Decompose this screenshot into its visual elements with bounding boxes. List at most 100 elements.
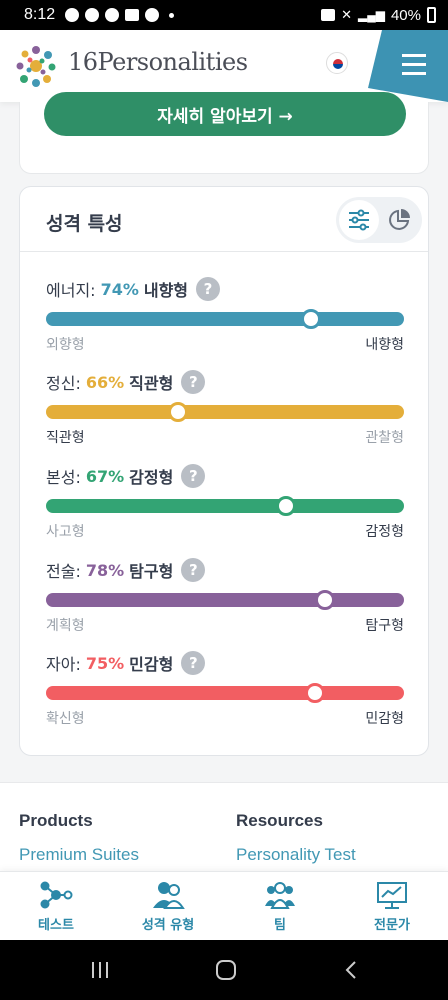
brand-name[interactable]: 16Personalities bbox=[68, 48, 248, 76]
account-icon bbox=[65, 8, 80, 22]
people-icon bbox=[153, 882, 185, 909]
nav-label-team: 팀 bbox=[274, 918, 286, 933]
logo-icon[interactable] bbox=[12, 42, 60, 90]
help-icon[interactable]: ? bbox=[196, 277, 221, 301]
trait-left-label: 확신형 bbox=[46, 711, 85, 727]
nav-pro[interactable]: 전문가 bbox=[336, 880, 448, 940]
learn-more-button[interactable]: 자세히 알아보기 → bbox=[44, 92, 406, 136]
more-dot-icon bbox=[169, 12, 175, 18]
home-icon[interactable] bbox=[214, 958, 238, 982]
back-icon[interactable] bbox=[340, 958, 364, 982]
trait-label: 본성: 67% 감정형? bbox=[46, 464, 206, 488]
view-toggle bbox=[336, 197, 422, 243]
trait-row: 자아: 75% 민감형? 확신형 민감형 bbox=[46, 651, 404, 731]
trait-bar bbox=[46, 402, 404, 422]
menu-button[interactable] bbox=[368, 30, 448, 102]
trait-percent: 66% bbox=[85, 372, 125, 392]
trait-label: 정신: 66% 직관형? bbox=[46, 370, 206, 394]
trait-right-label: 내향형 bbox=[365, 337, 404, 353]
sliders-icon bbox=[349, 209, 369, 231]
footer-link-test[interactable]: Personality Test bbox=[236, 845, 356, 864]
trait-type: 탐구형 bbox=[129, 562, 174, 581]
trait-right-label: 감정형 bbox=[365, 524, 404, 540]
trait-row: 전술: 78% 탐구형? 계획형 탐구형 bbox=[46, 558, 404, 638]
duck-icon bbox=[85, 8, 100, 22]
footer-heading-resources: Resources bbox=[236, 811, 323, 830]
info-card: 자세히 알아보기 → bbox=[19, 92, 429, 174]
battery-percent: 40% bbox=[390, 6, 421, 24]
battery-saver-icon bbox=[321, 9, 336, 21]
trait-name: 전술: bbox=[46, 562, 81, 581]
signal-icon: ▂▄▆ bbox=[358, 8, 385, 22]
traits-title: 성격 특성 bbox=[46, 213, 123, 235]
hamburger-icon bbox=[368, 30, 448, 102]
wifi-off-icon: ✕ bbox=[341, 7, 352, 22]
chart-board-icon bbox=[377, 882, 407, 909]
footer-resources: Resources Personality Test bbox=[236, 811, 356, 865]
trait-bar-knob bbox=[168, 402, 189, 422]
trait-bar-knob bbox=[300, 309, 321, 329]
trait-percent: 75% bbox=[85, 653, 125, 673]
trait-type: 내향형 bbox=[143, 281, 189, 300]
trait-bar-knob bbox=[304, 683, 325, 703]
trait-type: 감정형 bbox=[129, 468, 174, 487]
status-bar: 8:12 ✕ ▂▄▆ 40% bbox=[0, 0, 448, 30]
site-header: 16Personalities bbox=[0, 30, 448, 102]
trait-left-label: 직관형 bbox=[46, 430, 85, 446]
trait-bar-knob bbox=[315, 590, 336, 610]
trait-right-label: 민감형 bbox=[365, 711, 404, 727]
bottom-nav: 테스트 성격 유형 팀 전문가 bbox=[0, 871, 448, 941]
team-icon bbox=[265, 882, 295, 909]
trait-type: 직관형 bbox=[129, 374, 174, 393]
trait-type: 민감형 bbox=[129, 655, 174, 674]
trait-bar bbox=[46, 496, 404, 516]
trait-percent: 67% bbox=[85, 466, 125, 486]
nav-types[interactable]: 성격 유형 bbox=[112, 880, 224, 940]
trait-row: 본성: 67% 감정형? 사고형 감정형 bbox=[46, 464, 404, 544]
pie-view-button[interactable] bbox=[379, 200, 419, 240]
trait-left-label: 사고형 bbox=[46, 524, 85, 540]
trait-percent: 74% bbox=[100, 279, 139, 299]
trait-row: 에너지: 74% 내향형? 외향형 내향형 bbox=[46, 277, 404, 357]
divider bbox=[20, 251, 428, 252]
footer-products: Products Premium Suites bbox=[19, 811, 139, 865]
status-time: 8:12 bbox=[24, 6, 56, 23]
trait-right-label: 탐구형 bbox=[365, 618, 404, 634]
nav-label-pro: 전문가 bbox=[374, 918, 410, 933]
clock-icon bbox=[145, 8, 160, 22]
traits-card: 성격 특성 에너지: 74% 내향형? 외향형 내향형 정신: 66% 직관형? 직관형 관찰형 본… bbox=[19, 186, 429, 756]
trait-row: 정신: 66% 직관형? 직관형 관찰형 bbox=[46, 370, 404, 450]
nav-team[interactable]: 팀 bbox=[224, 880, 336, 940]
help-icon[interactable]: ? bbox=[181, 370, 206, 394]
trait-label: 에너지: 74% 내향형? bbox=[46, 277, 221, 301]
nav-test[interactable]: 테스트 bbox=[0, 880, 112, 940]
footer-link-premium[interactable]: Premium Suites bbox=[19, 845, 139, 864]
trait-bar bbox=[46, 309, 404, 329]
trait-bar bbox=[46, 590, 404, 610]
trait-bar bbox=[46, 683, 404, 703]
footer-heading-products: Products bbox=[19, 811, 93, 830]
help-icon[interactable]: ? bbox=[181, 651, 206, 675]
trait-right-label: 관찰형 bbox=[365, 430, 404, 446]
help-icon[interactable]: ? bbox=[181, 464, 206, 488]
help-icon[interactable]: ? bbox=[181, 558, 206, 582]
pie-chart-icon bbox=[389, 209, 410, 230]
gallery-icon bbox=[125, 9, 140, 21]
recent-apps-icon[interactable] bbox=[88, 958, 112, 982]
trait-label: 전술: 78% 탐구형? bbox=[46, 558, 206, 582]
trait-percent: 78% bbox=[85, 560, 125, 580]
nav-label-types: 성격 유형 bbox=[141, 918, 195, 933]
trait-bar-knob bbox=[275, 496, 296, 516]
trait-name: 본성: bbox=[46, 468, 81, 487]
duck-icon-2 bbox=[105, 8, 120, 22]
trait-label: 자아: 75% 민감형? bbox=[46, 651, 206, 675]
footer: Products Premium Suites Resources Person… bbox=[0, 782, 448, 872]
trait-name: 자아: bbox=[46, 655, 81, 674]
trait-left-label: 계획형 bbox=[46, 618, 85, 634]
korea-flag-icon[interactable] bbox=[326, 52, 348, 74]
trait-name: 정신: bbox=[46, 374, 81, 393]
battery-icon bbox=[427, 7, 436, 23]
trait-name: 에너지: bbox=[46, 281, 96, 300]
sliders-view-button[interactable] bbox=[339, 200, 379, 240]
trait-left-label: 외향형 bbox=[46, 337, 85, 353]
